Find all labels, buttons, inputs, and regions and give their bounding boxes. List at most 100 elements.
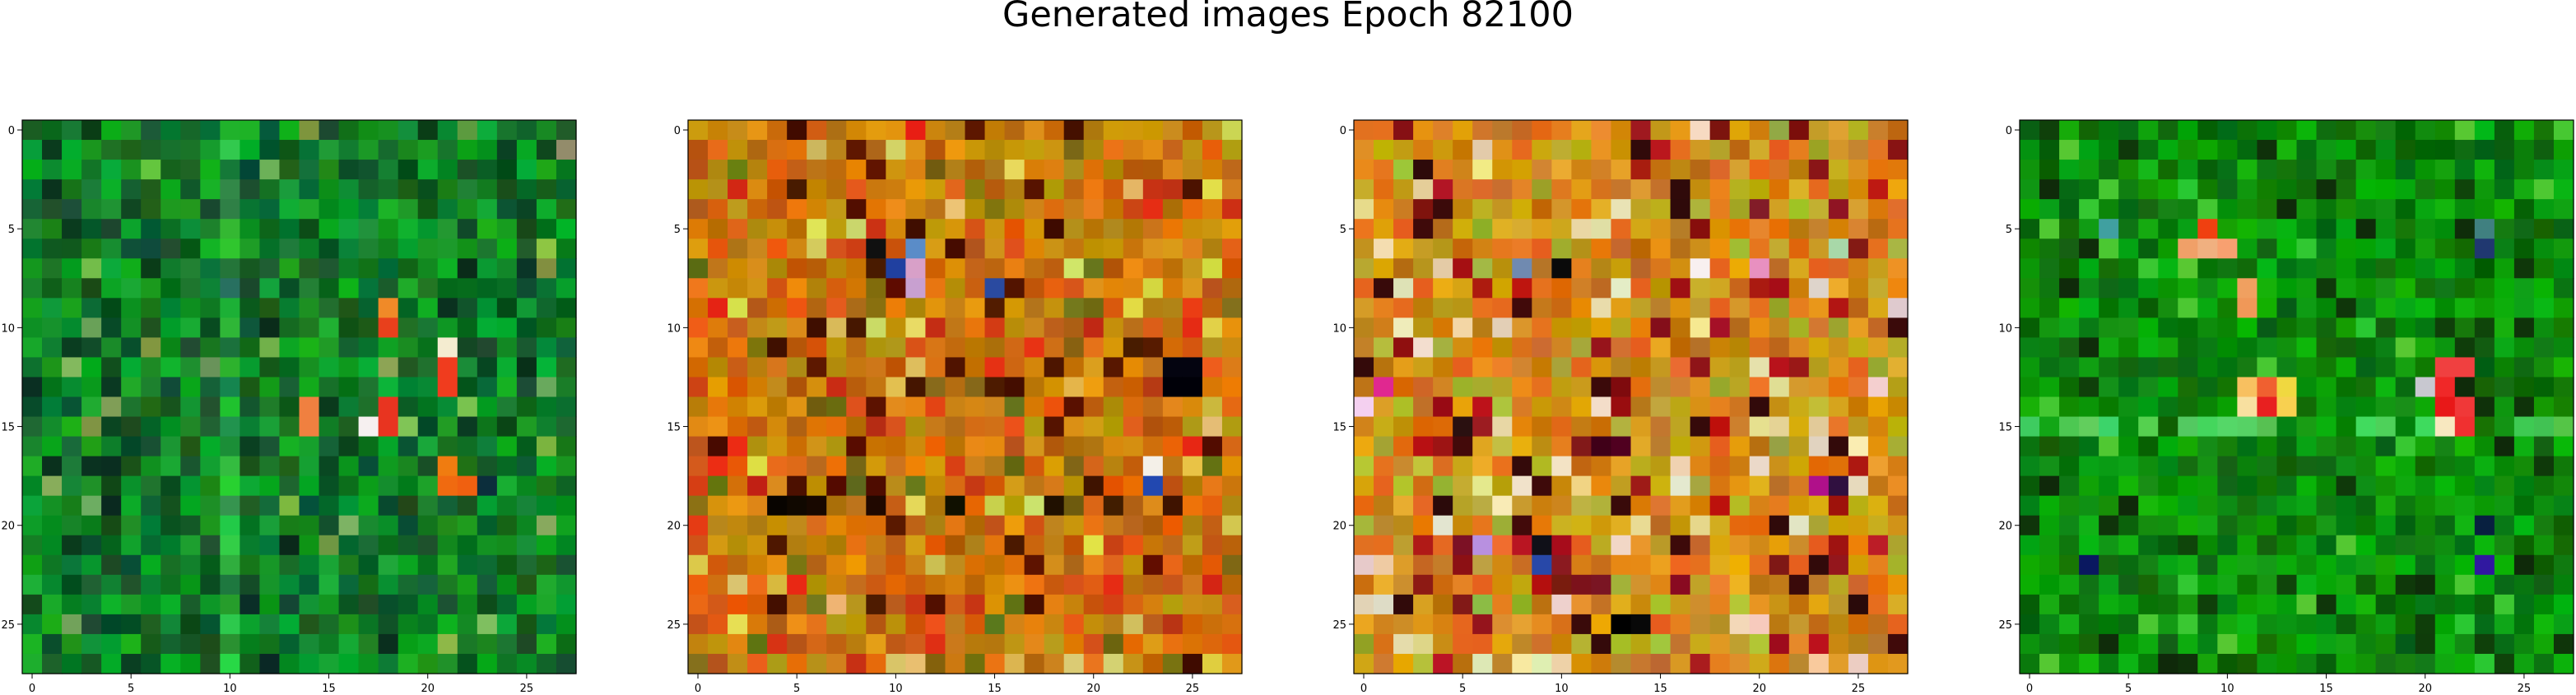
pixel-cell [1630,456,1652,477]
pixel-cell [2336,495,2357,517]
pixel-cell [2217,239,2238,259]
pixel-cell [1374,357,1394,378]
pixel-cell [1690,594,1711,615]
pixel-cell [457,278,478,299]
pixel-cell [2217,199,2238,220]
pixel-cell [708,653,728,674]
pixel-cell [2336,219,2357,239]
pixel-cell [846,120,867,141]
pixel-cell [1867,357,1889,378]
pixel-cell [2059,456,2080,477]
pixel-cell [1083,554,1104,576]
pixel-cell [1433,535,1453,556]
pixel-cell [1867,278,1889,299]
pixel-cell [200,396,221,418]
pixel-cell [457,120,478,141]
pixel-cell [279,633,300,655]
pixel-cell [1532,633,1552,655]
pixel-cell [1354,554,1374,576]
pixel-cell [787,317,807,338]
pixel-cell [259,357,281,378]
pixel-cell [2553,298,2574,318]
pixel-cell [101,140,122,160]
pixel-cell [556,160,577,180]
pixel-cell [1551,535,1572,556]
pixel-cell [1690,140,1711,160]
pixel-cell [866,594,886,615]
pixel-cell [1354,258,1374,279]
pixel-cell [1142,475,1164,497]
pixel-cell [1472,199,1493,220]
pixel-cell [2217,258,2238,279]
pixel-cell [688,535,709,556]
pixel-cell [2257,574,2278,595]
pixel-cell [1828,574,1849,595]
pixel-cell [1492,456,1513,477]
pixel-cell [2237,653,2258,674]
pixel-cell [1103,258,1124,279]
pixel-cell [220,594,240,615]
pixel-cell [398,416,419,438]
pixel-cell [1788,179,1810,200]
pixel-cell [1004,574,1025,595]
pixel-cell [2079,436,2099,457]
pixel-cell [1063,278,1085,299]
pixel-cell [866,554,886,576]
pixel-cell [141,278,161,299]
pixel-cell [2059,160,2080,180]
x-tick-label: 15 [1653,683,1667,695]
pixel-cell [259,554,281,576]
pixel-cell [2513,298,2535,318]
pixel-cell [728,515,748,536]
pixel-cell [299,495,320,517]
pixel-cell [1630,298,1652,318]
pixel-cell [2237,475,2258,497]
pixel-cell [2059,614,2080,635]
pixel-cell [1591,140,1612,160]
pixel-cell [556,317,577,338]
pixel-cell [477,219,498,239]
pixel-cell [1354,199,1374,220]
pixel-cell [1828,653,1849,674]
pixel-cell [477,653,498,674]
pixel-cell [299,239,320,259]
pixel-cell [1670,574,1691,595]
pixel-cell [239,337,261,359]
pixel-cell [2395,179,2416,200]
pixel-cell [2434,377,2456,398]
pixel-cell [1828,357,1849,378]
pixel-cell [319,475,340,497]
pixel-cell [866,535,886,556]
pixel-cell [1413,179,1434,200]
pixel-cell [1630,140,1652,160]
pixel-cell [2020,456,2040,477]
pixel-cell [2059,475,2080,497]
pixel-cell [1571,120,1593,141]
pixel-cell [2474,140,2495,160]
pixel-cell [2178,337,2198,359]
pixel-cell [220,633,240,655]
pixel-cell [2375,160,2397,180]
pixel-cell [1749,258,1770,279]
pixel-cell [220,219,240,239]
pixel-cell [787,535,807,556]
pixel-cell [2197,416,2218,438]
pixel-cell [477,140,498,160]
pixel-cell [1630,377,1652,398]
pixel-cell [437,574,458,595]
pixel-cell [2118,594,2139,615]
y-tick-label: 25 [1998,619,2012,632]
pixel-cell [1788,495,1810,517]
pixel-cell [1221,357,1243,378]
pixel-cell [688,298,709,318]
pixel-cell [1769,614,1790,635]
pixel-cell [259,594,281,615]
pixel-cell [2099,614,2119,635]
pixel-cell [1142,633,1164,655]
pixel-cell [1354,614,1374,635]
pixel-cell [220,317,240,338]
pixel-cell [965,219,986,239]
pixel-cell [2336,317,2357,338]
pixel-cell [1221,239,1243,259]
pixel-cell [1083,258,1104,279]
